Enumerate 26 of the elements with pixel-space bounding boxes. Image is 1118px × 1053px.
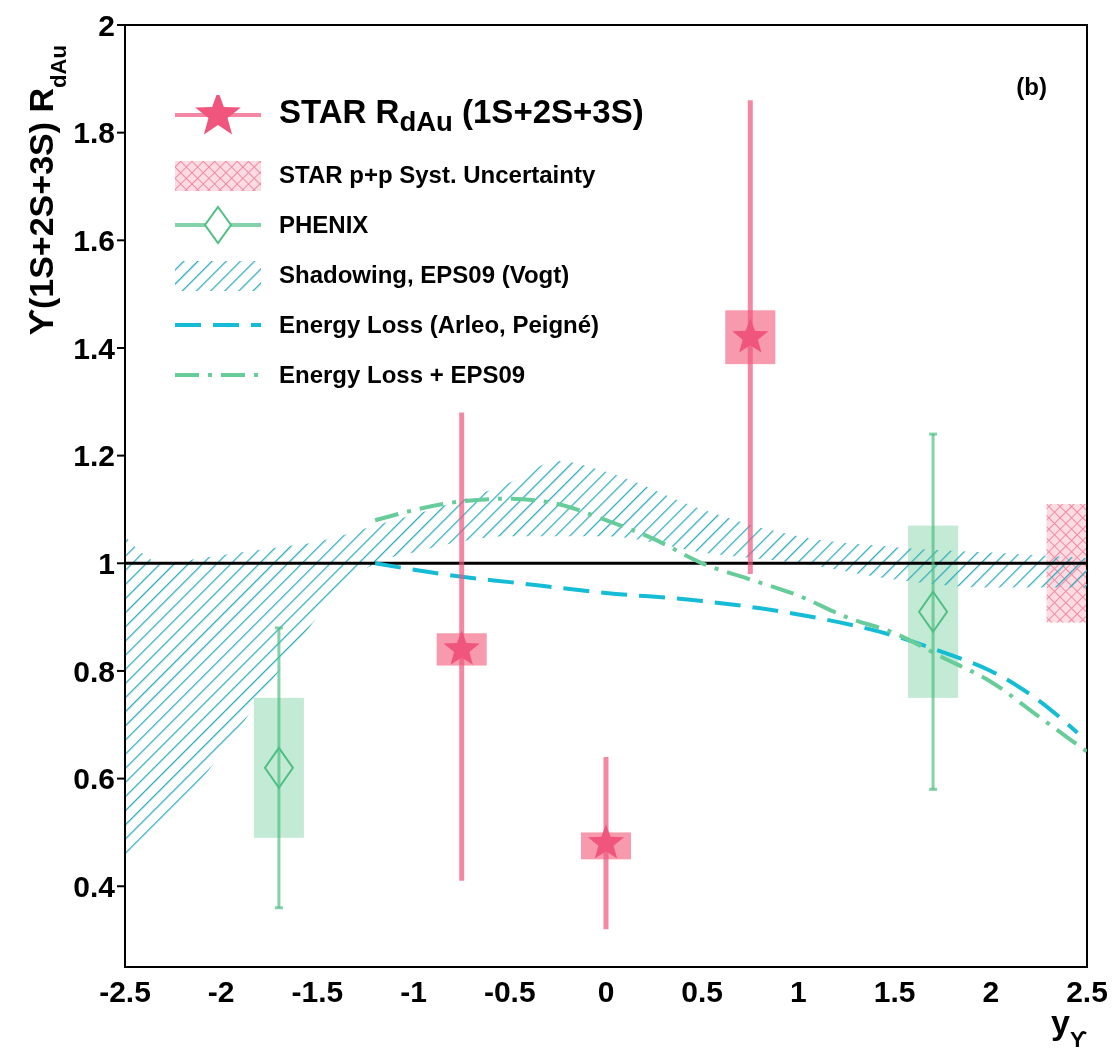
- y-tick-label: 1.6: [73, 223, 115, 257]
- y-tick-label: 1.4: [73, 331, 116, 365]
- x-tick-label: 0: [597, 975, 615, 1009]
- x-tick-label: 1: [790, 975, 807, 1009]
- y-tick-label: 0.8: [73, 654, 115, 688]
- y-tick-label: 0.4: [73, 869, 116, 903]
- x-tick-label: -2.5: [99, 975, 151, 1009]
- y-tick-label: 2: [98, 8, 115, 42]
- y-tick-label: 1: [98, 546, 115, 580]
- annotation: (b): [1016, 73, 1047, 100]
- y-tick-label: 0.6: [73, 762, 115, 796]
- x-tick-label: -1: [400, 975, 427, 1009]
- legend-label: STAR p+p Syst. Uncertainty: [279, 161, 596, 189]
- x-tick-label: -0.5: [483, 975, 536, 1009]
- legend-label: Energy Loss + EPS09: [279, 361, 526, 389]
- x-tick-label: -2: [207, 975, 235, 1009]
- legend-label: PHENIX: [279, 211, 369, 239]
- x-tick-label: 0.5: [681, 975, 724, 1009]
- legend-label: Energy Loss (Arleo, Peigné): [279, 311, 600, 339]
- x-tick-label: -1.5: [291, 975, 344, 1009]
- y-tick-label: 1.2: [73, 439, 115, 473]
- x-tick-label: 1.5: [873, 975, 916, 1009]
- legend-label: STAR R$_{dAu}$ (1S+2S+3S): [279, 92, 644, 138]
- legend-label: Shadowing, EPS09 (Vogt): [279, 261, 570, 289]
- y-tick-label: 1.8: [73, 116, 115, 150]
- x-tick-label: 2: [982, 975, 1000, 1009]
